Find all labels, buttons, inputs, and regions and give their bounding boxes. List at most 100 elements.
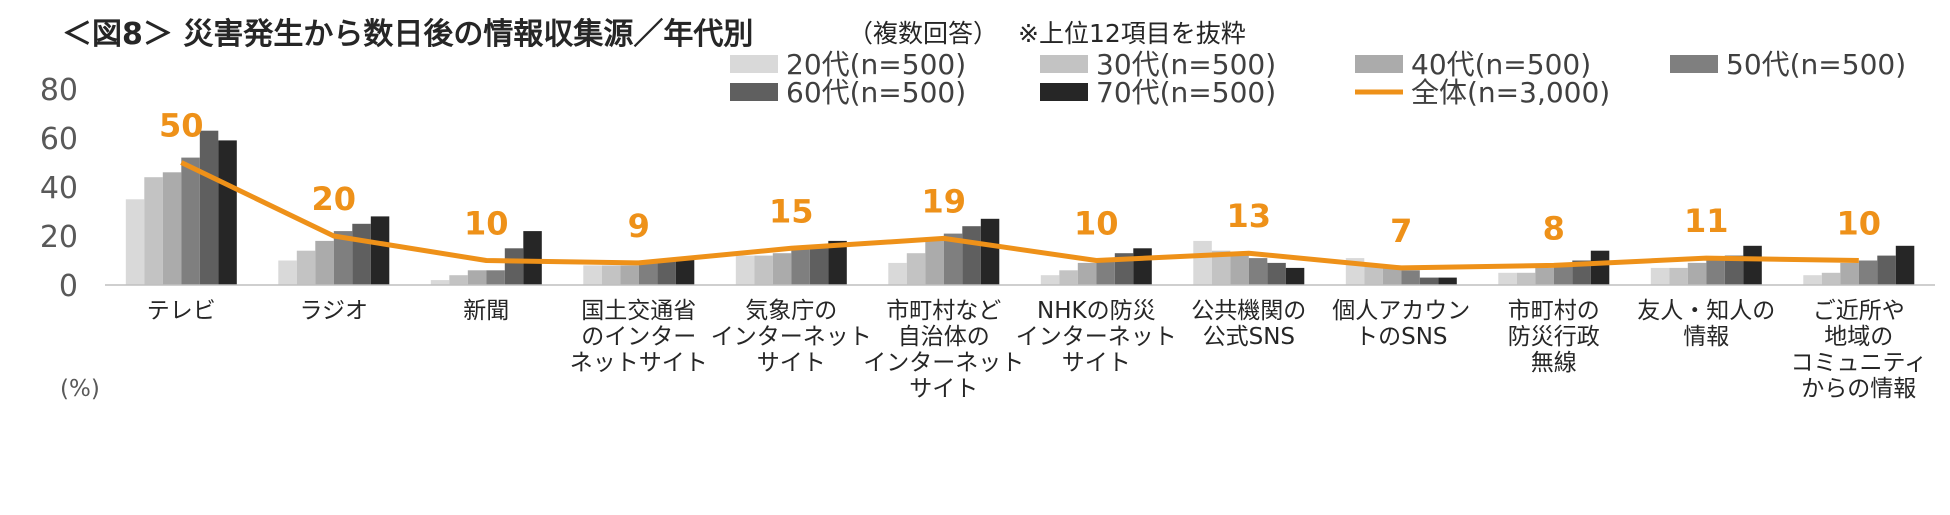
bar [1553, 265, 1573, 285]
bar [1535, 267, 1554, 285]
category-label-line: 市町村など [886, 298, 1001, 324]
bar [370, 216, 390, 285]
legend-swatch [730, 55, 778, 73]
bar [583, 265, 602, 285]
legend-swatch [1355, 55, 1403, 73]
legend-label: 全体(n=3,000) [1411, 76, 1610, 109]
total-data-label: 9 [628, 207, 650, 245]
total-data-label: 20 [312, 180, 357, 218]
category-label-line: インターネット [1016, 324, 1177, 350]
y-tick-label: 40 [40, 171, 78, 206]
bar [735, 255, 755, 285]
category-label-line: 情報 [1683, 324, 1729, 350]
bar [1211, 250, 1231, 285]
bar [772, 253, 792, 285]
y-axis-unit-label: (%) [60, 376, 100, 402]
y-tick-label: 0 [59, 269, 78, 304]
y-tick-label: 80 [40, 73, 78, 108]
legend-label: 70代(n=500) [1096, 76, 1276, 109]
category-label-line: インターネット [863, 350, 1024, 376]
bar [296, 250, 316, 285]
category-label-line: サイト [757, 350, 826, 376]
category-label-line: サイト [909, 376, 978, 402]
bar [504, 248, 524, 286]
bar [1706, 260, 1725, 285]
legend-swatch [1040, 83, 1088, 101]
category-label-line: 市町村の [1508, 298, 1600, 324]
category-label-line: 国土交通省 [581, 298, 696, 324]
chart-title: ＜図8＞ 災害発生から数日後の情報収集源／年代別 [62, 17, 753, 52]
legend-label: 40代(n=500) [1411, 48, 1591, 81]
bar [1858, 260, 1878, 285]
category-label: 国土交通省のインターネットサイト [570, 298, 708, 376]
bar [1590, 250, 1610, 285]
category-label-line: のインター [581, 324, 696, 350]
category-label: ラジオ [300, 298, 369, 324]
bar [888, 262, 907, 285]
legend-label: 30代(n=500) [1096, 48, 1276, 81]
category-label-line: テレビ [147, 298, 216, 324]
bar [1040, 275, 1060, 285]
category-label: ご近所や地域のコミュニティからの情報 [1790, 298, 1927, 402]
category-label: 公共機関の公式SNS [1191, 298, 1306, 350]
category-label-line: NHKの防災 [1037, 298, 1156, 324]
bar [657, 260, 676, 285]
bar [181, 157, 200, 285]
bar [278, 260, 297, 285]
bar [1382, 267, 1402, 285]
category-label: 市町村など自治体のインターネットサイト [863, 298, 1024, 402]
bar [199, 130, 219, 285]
category-label-line: ラジオ [300, 298, 369, 324]
legend-item: 50代(n=500) [1670, 48, 1906, 81]
category-label: 個人アカウントのSNS [1332, 298, 1470, 350]
legend-item: 全体(n=3,000) [1355, 76, 1610, 109]
total-data-label: 10 [464, 205, 509, 243]
total-data-label: 11 [1684, 202, 1729, 240]
bar [1516, 272, 1536, 286]
legend-label: 60代(n=500) [786, 76, 966, 109]
bar [809, 245, 829, 285]
bar-series-4 [181, 157, 1878, 286]
bar [1059, 270, 1078, 285]
bar [943, 233, 963, 285]
total-data-label: 13 [1227, 197, 1272, 235]
bar [1133, 248, 1152, 286]
bar [1840, 262, 1859, 285]
category-label-line: 個人アカウン [1332, 298, 1470, 324]
category-label: テレビ [147, 298, 216, 324]
bar [1650, 267, 1670, 285]
bar [925, 238, 944, 285]
bar [1364, 265, 1383, 285]
bar [1248, 258, 1268, 285]
category-label-line: サイト [1062, 350, 1131, 376]
bar [449, 275, 468, 285]
category-label: 友人・知人の情報 [1637, 298, 1775, 350]
category-label-line: ご近所や [1813, 298, 1905, 324]
bar [1401, 270, 1420, 285]
bar [218, 140, 237, 285]
legend-item: 20代(n=500) [730, 48, 966, 81]
category-label-line: コミュニティ [1790, 350, 1927, 376]
total-series: 50 20 10 9 15 19 10 13 7 8 11 10 [159, 107, 1881, 271]
bar [1803, 275, 1822, 285]
bar [125, 199, 145, 286]
category-label-line: からの情報 [1801, 376, 1916, 402]
bar [1438, 277, 1457, 285]
category-label: 新聞 [463, 298, 509, 324]
bar [675, 258, 695, 285]
bar [1743, 245, 1762, 285]
category-label-line: 防災行政 [1508, 324, 1600, 350]
bar [1877, 255, 1896, 285]
bar [1193, 240, 1212, 285]
legend-swatch [730, 83, 778, 101]
total-data-label: 50 [159, 107, 204, 145]
total-line [180, 160, 1859, 271]
category-label-line: 地域の [1824, 324, 1893, 350]
y-tick-label: 20 [40, 220, 78, 255]
bar [1285, 267, 1305, 285]
category-label-line: 自治体の [898, 324, 990, 350]
bar [980, 218, 1000, 285]
legend-swatch [1670, 55, 1718, 73]
legend-item: 40代(n=500) [1355, 48, 1591, 81]
